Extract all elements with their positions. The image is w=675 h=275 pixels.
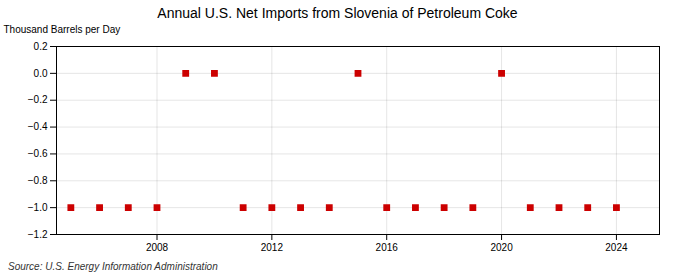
svg-text:2012: 2012 [261,242,284,253]
svg-text:2008: 2008 [146,242,169,253]
svg-text:−0.2: −0.2 [28,94,48,105]
svg-text:−1.2: −1.2 [28,229,48,240]
html-text:Annual U.S. Net Imports from S: Annual U.S. Net Imports from Slovenia of… [157,5,518,21]
svg-text:0.0: 0.0 [34,68,48,79]
svg-text:−1.0: −1.0 [28,202,48,213]
svg-text:2016: 2016 [376,242,399,253]
svg-text:−0.6: −0.6 [28,148,48,159]
html-text:Source: U.S. Energy Informatio: Source: U.S. Energy Information Administ… [8,261,218,272]
svg-text:2024: 2024 [605,242,628,253]
svg-text:2020: 2020 [490,242,513,253]
svg-text:−0.4: −0.4 [28,121,48,132]
svg-text:Thousand Barrels per Day: Thousand Barrels per Day [4,24,121,35]
svg-text:0.2: 0.2 [34,41,48,52]
svg-text:−0.8: −0.8 [28,175,48,186]
